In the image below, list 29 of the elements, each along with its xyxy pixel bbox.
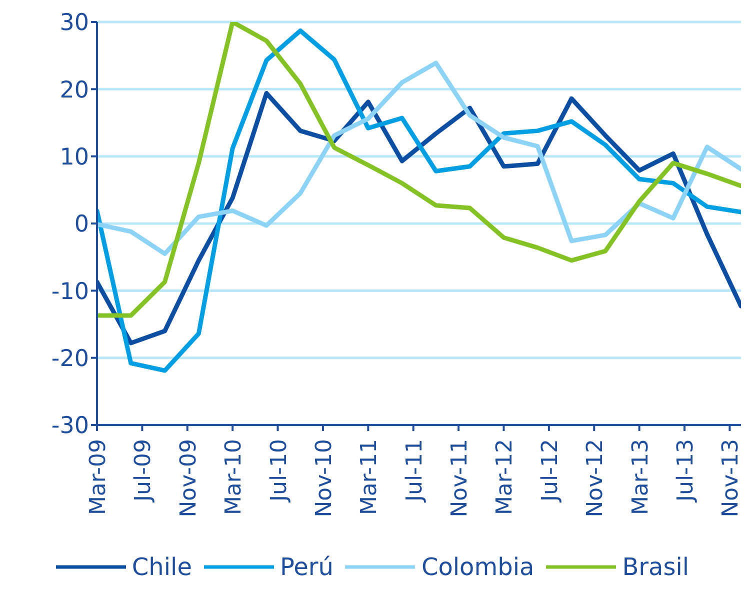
x-tick-label: Mar-09 xyxy=(86,439,111,516)
y-tick-label: 10 xyxy=(60,144,89,170)
x-tick-label: Mar-13 xyxy=(628,439,654,516)
line-series xyxy=(97,60,741,256)
x-tick-label: Jul-11 xyxy=(402,439,428,504)
y-tick-label: 20 xyxy=(60,77,89,104)
y-tick-label: 0 xyxy=(74,212,89,238)
y-tick-label: -10 xyxy=(51,278,89,305)
legend-label: Brasil xyxy=(622,553,690,581)
y-tick-label: 30 xyxy=(60,10,89,36)
x-tick-label: Jul-12 xyxy=(538,439,563,504)
x-tick-label: Jul-09 xyxy=(131,439,156,504)
x-tick-label: Nov-12 xyxy=(583,439,608,518)
x-tick-label: Mar-11 xyxy=(357,439,382,516)
x-tick-label: Jul-10 xyxy=(266,439,292,504)
x-tick-label: Nov-10 xyxy=(312,439,337,518)
x-tick-label: Mar-12 xyxy=(492,439,518,516)
legend-label: Chile xyxy=(132,553,192,581)
line-series xyxy=(97,22,741,318)
legend-label: Colombia xyxy=(421,553,534,581)
x-tick-label: Nov-09 xyxy=(176,439,202,518)
y-tick-label: -30 xyxy=(51,413,89,440)
x-tick-label: Nov-13 xyxy=(718,439,744,518)
legend-label: Perú xyxy=(280,553,334,581)
line-series xyxy=(97,28,741,373)
y-tick-label: -20 xyxy=(51,346,89,372)
x-tick-label: Mar-10 xyxy=(222,439,247,516)
x-tick-label: Nov-11 xyxy=(448,439,473,518)
x-tick-label: Jul-13 xyxy=(674,439,699,504)
